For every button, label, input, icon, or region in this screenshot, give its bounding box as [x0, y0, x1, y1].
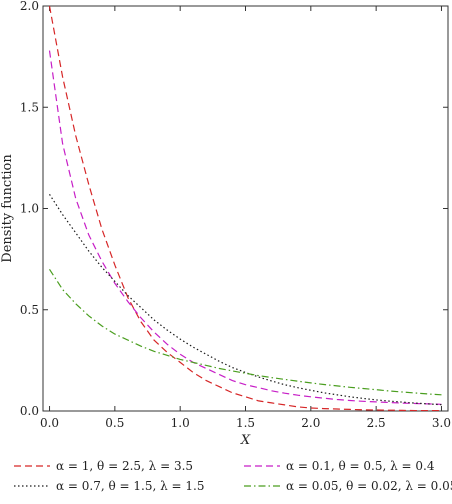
legend-label: α = 1, θ = 2.5, λ = 3.5 — [56, 459, 193, 473]
legend-item: α = 1, θ = 2.5, λ = 3.5 — [14, 459, 193, 473]
series-line — [48, 50, 442, 405]
legend-item: α = 0.7, θ = 1.5, λ = 1.5 — [14, 479, 205, 493]
x-tick-label: 0.0 — [40, 416, 59, 430]
series-line — [48, 193, 442, 406]
y-tick-label: 0.0 — [20, 404, 39, 418]
legend-label: α = 0.7, θ = 1.5, λ = 1.5 — [56, 479, 205, 493]
x-axis-title: X — [240, 433, 251, 448]
x-tick-label: 1.5 — [236, 416, 255, 430]
y-tick-label: 2.0 — [20, 0, 39, 13]
legend-item: α = 0.05, θ = 0.02, λ = 0.05 — [244, 479, 452, 493]
plot-frame — [42, 5, 449, 412]
x-axis: 0.0 0.5 1.0 1.5 2.0 2.5 3.0 — [40, 6, 451, 430]
y-axis: 0.0 0.5 1.0 1.5 2.0 — [20, 0, 448, 418]
y-tick-label: 1.0 — [20, 202, 39, 216]
series-line — [48, 6, 442, 411]
series-lines — [48, 6, 442, 411]
x-tick-label: 1.0 — [171, 416, 190, 430]
x-tick-label: 0.5 — [105, 416, 124, 430]
y-axis-title: Density function — [0, 154, 15, 263]
y-tick-label: 0.5 — [20, 303, 39, 317]
x-tick-label: 3.0 — [432, 416, 451, 430]
legend: α = 1, θ = 2.5, λ = 3.5 α = 0.1, θ = 0.5,… — [14, 459, 452, 493]
x-tick-label: 2.0 — [301, 416, 320, 430]
series-line — [48, 268, 442, 396]
x-tick-label: 2.5 — [367, 416, 386, 430]
legend-label: α = 0.1, θ = 0.5, λ = 0.4 — [286, 459, 435, 473]
y-tick-label: 1.5 — [20, 100, 39, 114]
legend-label: α = 0.05, θ = 0.02, λ = 0.05 — [286, 479, 452, 493]
legend-item: α = 0.1, θ = 0.5, λ = 0.4 — [244, 459, 435, 473]
